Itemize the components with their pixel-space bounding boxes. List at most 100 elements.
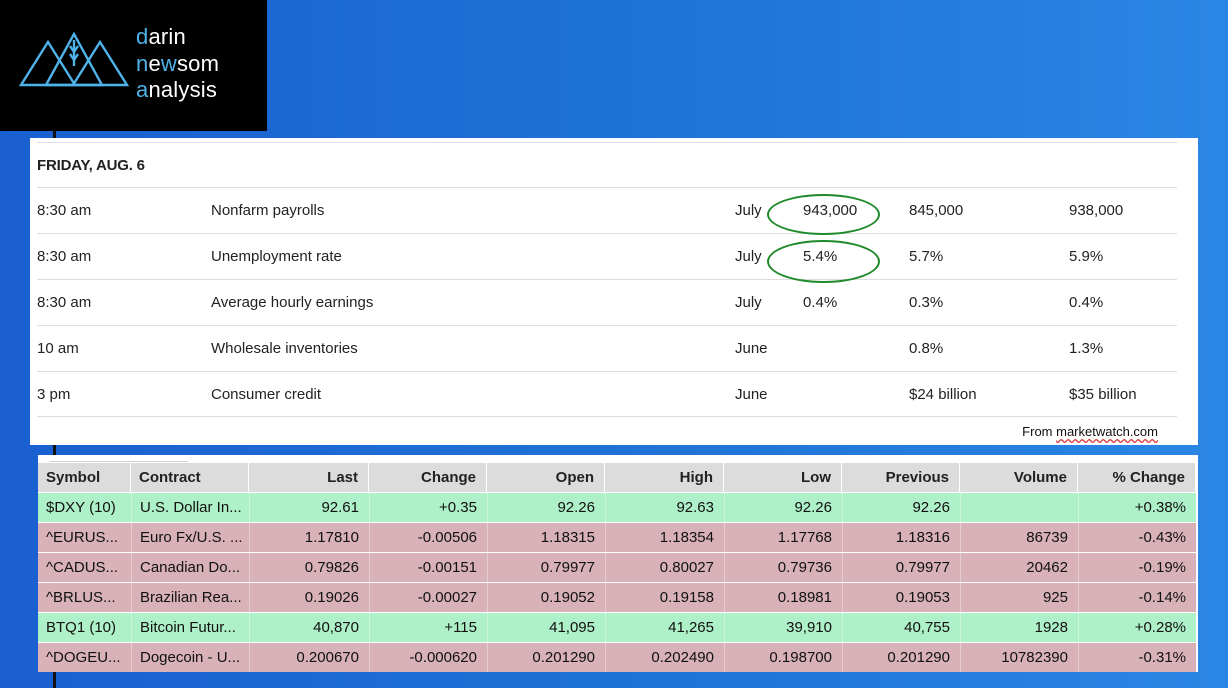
- divider-line: [53, 131, 56, 138]
- event-median-forecast: 0.8%: [909, 340, 944, 357]
- cell-low: 0.18981: [724, 583, 842, 612]
- cell-last: 40,870: [249, 613, 369, 642]
- cell-pct-change: +0.28%: [1078, 613, 1196, 642]
- highlight-circle: [767, 194, 880, 235]
- cell-open: 92.26: [487, 493, 605, 522]
- cell-symbol[interactable]: ^EURUS...: [38, 523, 131, 552]
- table-tab: [50, 455, 188, 462]
- cell-change: +0.35: [369, 493, 487, 522]
- cell-open: 0.79977: [487, 553, 605, 582]
- event-period: June: [735, 340, 768, 357]
- column-header-low[interactable]: Low: [724, 463, 842, 492]
- event-period: June: [735, 386, 768, 403]
- cell-high: 92.63: [605, 493, 724, 522]
- event-median-forecast: 5.7%: [909, 248, 944, 265]
- cell-pct-change: -0.14%: [1078, 583, 1196, 612]
- cell-previous: 0.79977: [842, 553, 960, 582]
- cell-pct-change: -0.19%: [1078, 553, 1196, 582]
- cell-previous: 92.26: [842, 493, 960, 522]
- calendar-date-heading: FRIDAY, AUG. 6: [37, 157, 145, 174]
- event-time: 3 pm: [37, 386, 71, 403]
- cell-volume: 20462: [960, 553, 1078, 582]
- cell-last: 1.17810: [249, 523, 369, 552]
- event-report: Average hourly earnings: [211, 294, 374, 311]
- cell-high: 41,265: [605, 613, 724, 642]
- cell-change: -0.00506: [369, 523, 487, 552]
- event-previous: 1.3%: [1069, 340, 1104, 357]
- event-report: Wholesale inventories: [211, 340, 358, 357]
- cell-last: 92.61: [249, 493, 369, 522]
- cell-low: 92.26: [724, 493, 842, 522]
- cell-low: 39,910: [724, 613, 842, 642]
- cell-contract: Bitcoin Futur...: [131, 613, 249, 642]
- cell-volume: 1928: [960, 613, 1078, 642]
- cell-low: 1.17768: [724, 523, 842, 552]
- column-header-last[interactable]: Last: [249, 463, 369, 492]
- cell-high: 0.202490: [605, 643, 724, 672]
- economic-calendar-panel: FRIDAY, AUG. 6 8:30 am Nonfarm payrolls …: [30, 138, 1198, 445]
- event-previous: $35 billion: [1069, 386, 1137, 403]
- column-header-symbol[interactable]: Symbol: [38, 463, 131, 492]
- event-report: Consumer credit: [211, 386, 322, 403]
- cell-symbol[interactable]: ^CADUS...: [38, 553, 131, 582]
- cell-high: 0.19158: [605, 583, 724, 612]
- event-previous: 938,000: [1069, 202, 1124, 219]
- event-previous: 5.9%: [1069, 248, 1104, 265]
- cell-open: 1.18315: [487, 523, 605, 552]
- event-time: 8:30 am: [37, 248, 92, 265]
- column-header-previous[interactable]: Previous: [842, 463, 960, 492]
- cell-change: +115: [369, 613, 487, 642]
- calendar-row: 3 pm Consumer credit June $24 billion $3…: [37, 371, 1177, 418]
- cell-volume: 10782390: [960, 643, 1078, 672]
- divider-line: [53, 672, 56, 688]
- cell-previous: 0.19053: [842, 583, 960, 612]
- column-header-open[interactable]: Open: [487, 463, 605, 492]
- brand-logo: darin newsom analysis: [0, 0, 267, 131]
- source-credit: From marketwatch.com: [1022, 424, 1158, 439]
- divider: [37, 416, 1177, 417]
- cell-low: 0.198700: [724, 643, 842, 672]
- calendar-row: 8:30 am Nonfarm payrolls July 943,000 84…: [37, 187, 1177, 234]
- cell-volume: 86739: [960, 523, 1078, 552]
- column-header-pct-change[interactable]: % Change: [1078, 463, 1196, 492]
- cell-contract: Brazilian Rea...: [131, 583, 249, 612]
- event-time: 10 am: [37, 340, 79, 357]
- event-time: 8:30 am: [37, 294, 92, 311]
- cell-open: 0.19052: [487, 583, 605, 612]
- cell-contract: Euro Fx/U.S. ...: [131, 523, 249, 552]
- cell-contract: Dogecoin - U...: [131, 643, 249, 672]
- source-link[interactable]: marketwatch.com: [1056, 424, 1158, 439]
- brand-wordmark: darin newsom analysis: [136, 24, 220, 102]
- cell-open: 0.201290: [487, 643, 605, 672]
- cell-contract: Canadian Do...: [131, 553, 249, 582]
- event-time: 8:30 am: [37, 202, 92, 219]
- cell-previous: 40,755: [842, 613, 960, 642]
- event-median-forecast: 0.3%: [909, 294, 944, 311]
- highlight-circle: [767, 240, 880, 283]
- cell-high: 0.80027: [605, 553, 724, 582]
- event-actual: 0.4%: [803, 294, 838, 311]
- calendar-row: 8:30 am Unemployment rate July 5.4% 5.7%…: [37, 233, 1177, 280]
- cell-high: 1.18354: [605, 523, 724, 552]
- cell-change: -0.00151: [369, 553, 487, 582]
- cell-pct-change: +0.38%: [1078, 493, 1196, 522]
- column-header-contract[interactable]: Contract: [131, 463, 249, 492]
- event-median-forecast: $24 billion: [909, 386, 977, 403]
- divider: [37, 142, 1177, 143]
- cell-symbol[interactable]: $DXY (10): [38, 493, 131, 522]
- divider-line: [53, 445, 56, 455]
- market-quotes-table: Symbol Contract Last Change Open High Lo…: [38, 455, 1198, 672]
- cell-symbol[interactable]: BTQ1 (10): [38, 613, 131, 642]
- column-header-change[interactable]: Change: [369, 463, 487, 492]
- cell-open: 41,095: [487, 613, 605, 642]
- cell-symbol[interactable]: ^BRLUS...: [38, 583, 131, 612]
- column-header-volume[interactable]: Volume: [960, 463, 1078, 492]
- column-header-high[interactable]: High: [605, 463, 724, 492]
- mountain-logo-icon: [18, 31, 130, 87]
- cell-last: 0.200670: [249, 643, 369, 672]
- cell-last: 0.79826: [249, 553, 369, 582]
- cell-change: -0.000620: [369, 643, 487, 672]
- cell-previous: 1.18316: [842, 523, 960, 552]
- cell-symbol[interactable]: ^DOGEU...: [38, 643, 131, 672]
- cell-low: 0.79736: [724, 553, 842, 582]
